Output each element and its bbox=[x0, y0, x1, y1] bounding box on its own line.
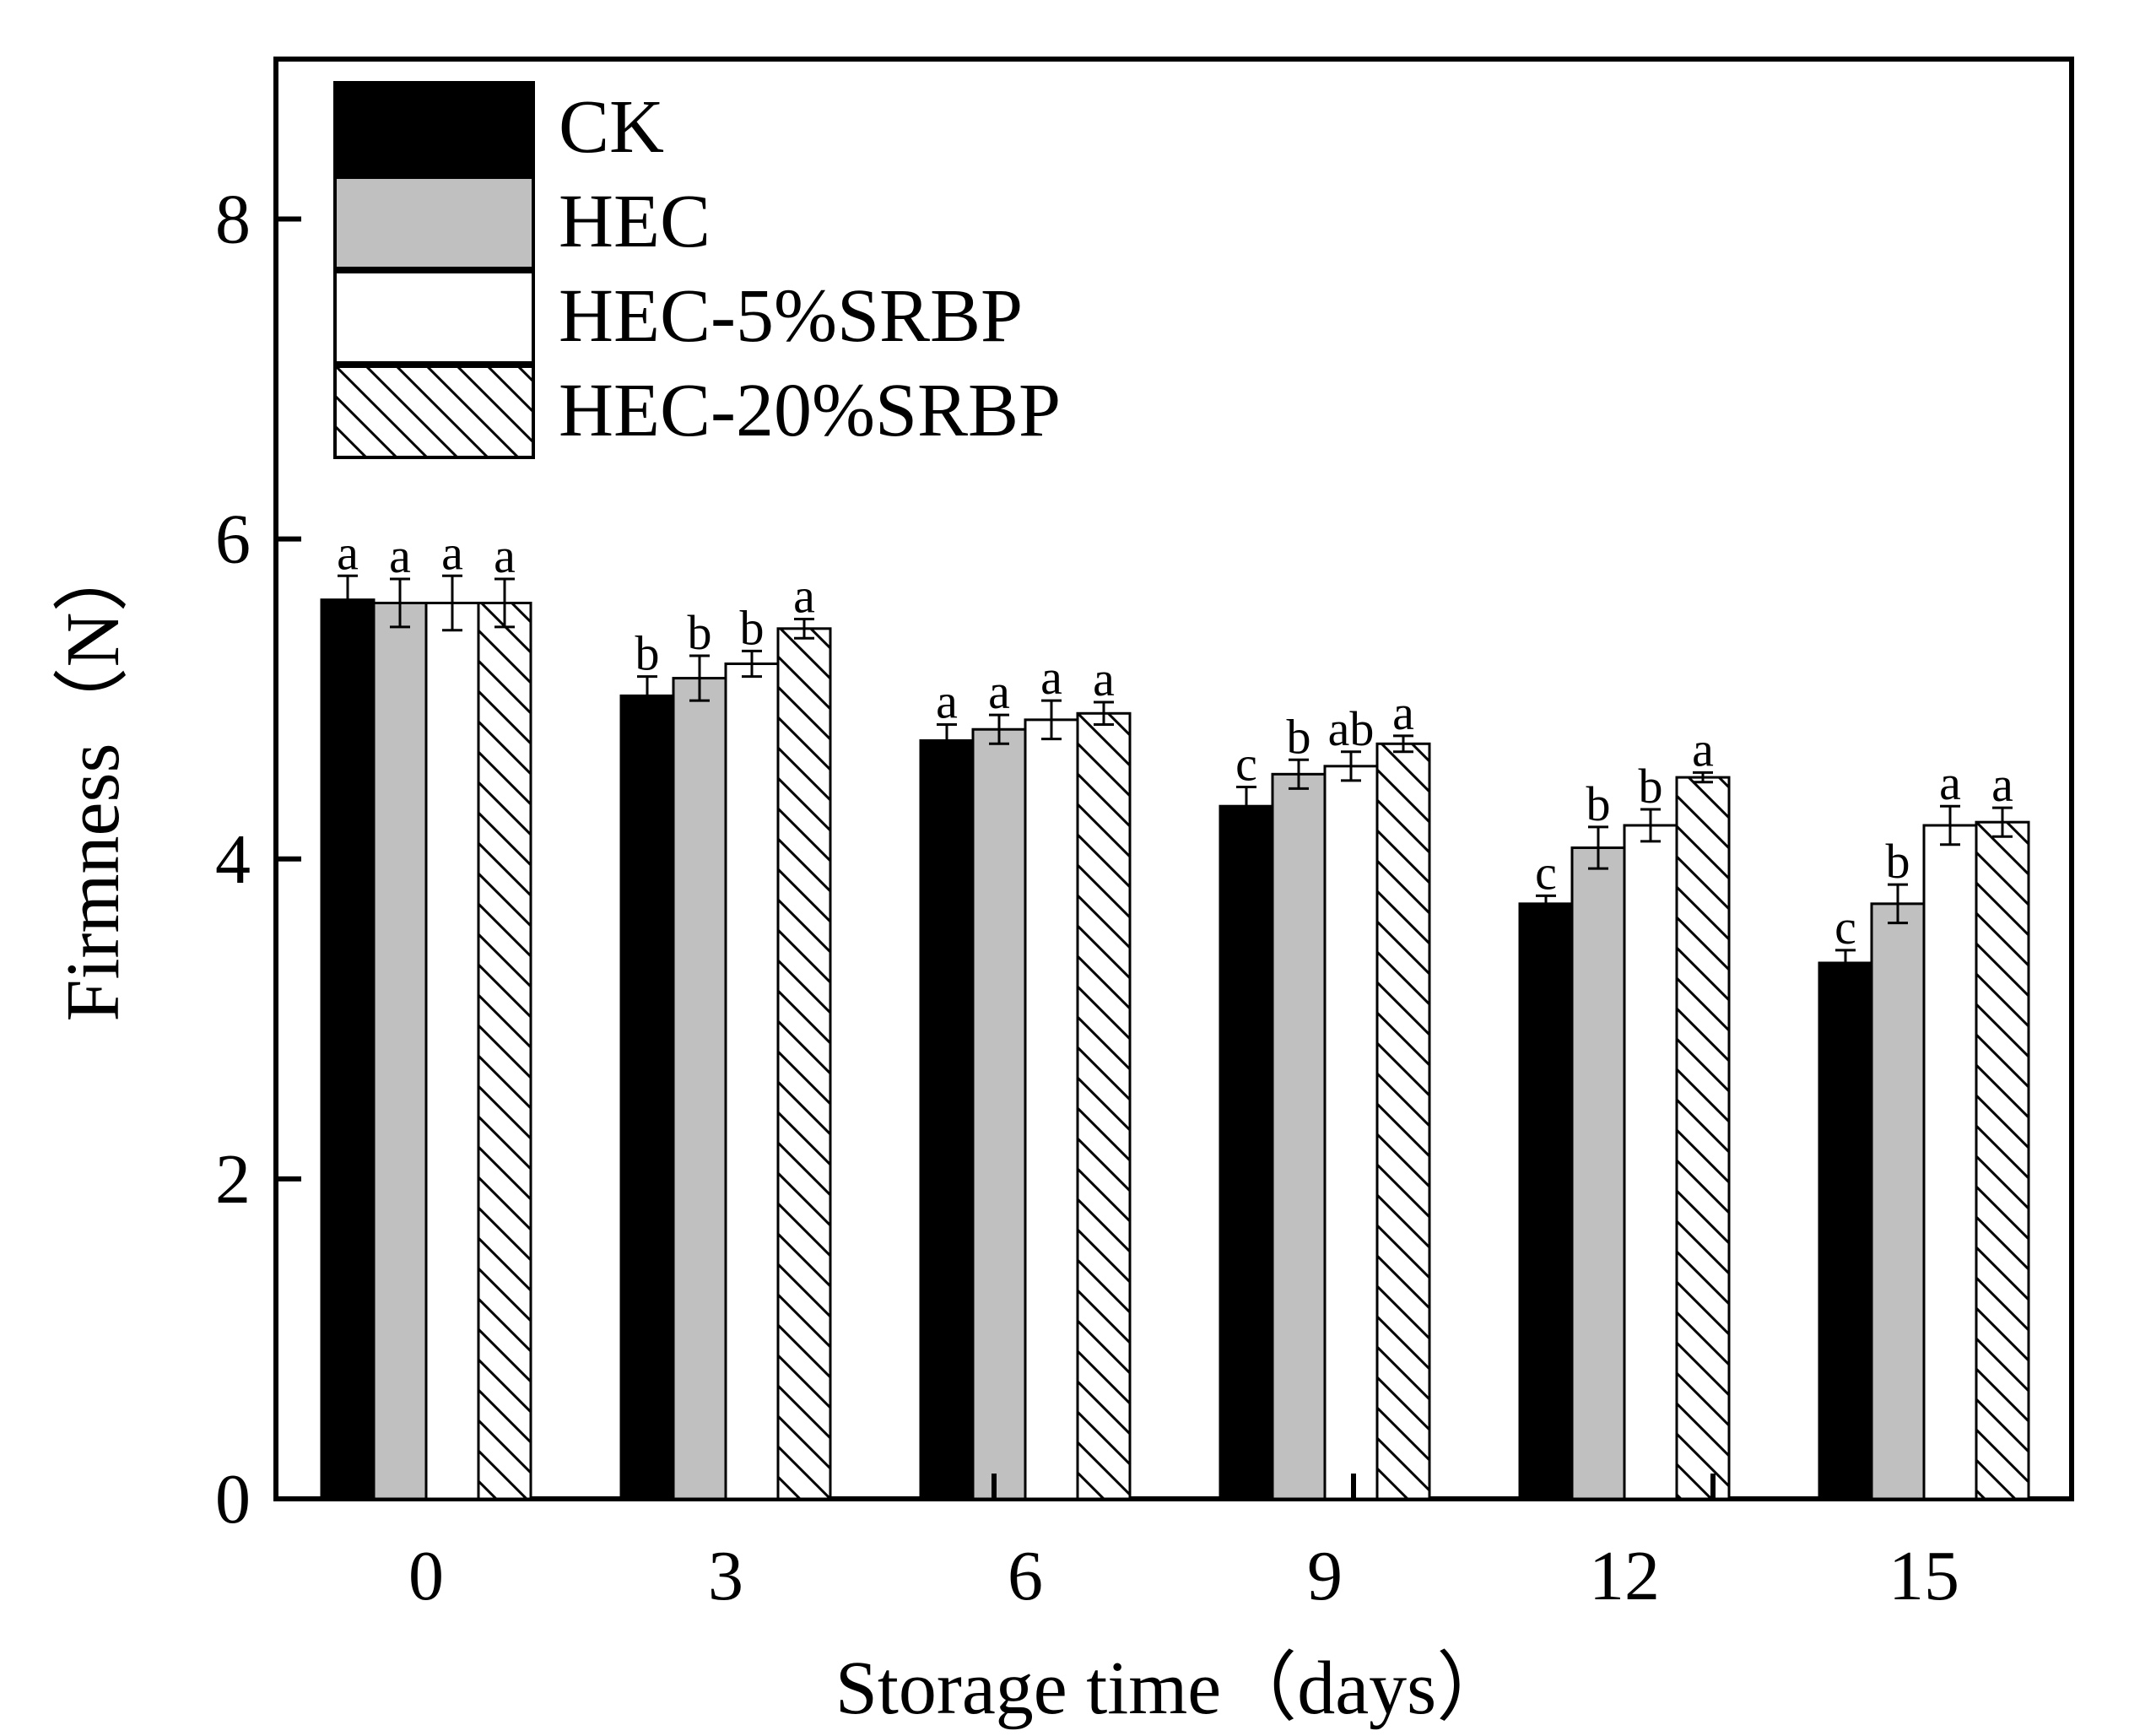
bar bbox=[1323, 765, 1379, 1501]
significance-label: a bbox=[1939, 755, 1961, 810]
bars-group bbox=[320, 598, 2030, 1501]
bar bbox=[971, 727, 1027, 1501]
x-tick-label: 0 bbox=[408, 1537, 444, 1615]
significance-label: a bbox=[441, 525, 463, 580]
significance-label: a bbox=[389, 528, 411, 583]
bar bbox=[776, 627, 832, 1501]
bar bbox=[1975, 820, 2030, 1501]
bar bbox=[919, 739, 975, 1501]
legend-label: HEC-20%SRBP bbox=[559, 369, 1061, 452]
bar bbox=[724, 662, 780, 1501]
bar bbox=[672, 677, 727, 1501]
axes-group: 0 3 6 9 12 15 0 2 4 6 8 Storage time（days） Firmness（… bbox=[51, 181, 1959, 1730]
x-axis-title: Storage time（days） bbox=[835, 1647, 1512, 1730]
x-tick-label: 6 bbox=[1008, 1537, 1043, 1615]
bar bbox=[1623, 824, 1678, 1501]
significance-label: a bbox=[793, 568, 815, 623]
significance-label: a bbox=[337, 525, 359, 580]
significance-label: a bbox=[494, 528, 516, 583]
significance-label: a bbox=[1093, 652, 1115, 706]
plot-frame bbox=[273, 57, 2074, 1501]
bar bbox=[1922, 824, 1978, 1501]
y-axis-title: Firmness（N） bbox=[51, 536, 135, 1021]
x-tick-label: 12 bbox=[1589, 1537, 1660, 1615]
x-tick-label: 3 bbox=[708, 1537, 743, 1615]
y-tick-label: 6 bbox=[215, 500, 251, 579]
bar bbox=[1870, 902, 1926, 1501]
legend-swatch bbox=[333, 176, 535, 270]
bar bbox=[424, 601, 480, 1501]
significance-label: a bbox=[1692, 722, 1714, 776]
y-tick-label: 0 bbox=[215, 1460, 251, 1539]
x-tick-label: 15 bbox=[1889, 1537, 1959, 1615]
significance-label: b bbox=[740, 600, 765, 655]
bar bbox=[1271, 772, 1327, 1501]
significance-label: c bbox=[1535, 845, 1557, 900]
significance-label: a bbox=[1991, 757, 2013, 812]
significance-label: a bbox=[1392, 685, 1414, 740]
bar bbox=[1570, 846, 1626, 1501]
significance-label: b bbox=[1586, 776, 1611, 831]
legend-swatch bbox=[333, 365, 535, 459]
significance-label: a bbox=[1040, 650, 1062, 705]
significance-label: ab bbox=[1328, 701, 1375, 756]
bar bbox=[1675, 776, 1731, 1501]
significance-label: c bbox=[1835, 900, 1856, 955]
bar bbox=[1818, 961, 1873, 1501]
y-tick-label: 8 bbox=[215, 181, 251, 259]
bar bbox=[619, 694, 675, 1501]
bar bbox=[477, 601, 532, 1501]
legend-label: HEC bbox=[559, 180, 711, 263]
legend-swatch bbox=[333, 270, 535, 365]
legend-label: HEC-5%SRBP bbox=[559, 274, 1023, 358]
bar bbox=[1024, 718, 1079, 1501]
y-tick-label: 2 bbox=[215, 1140, 251, 1219]
significance-label: a bbox=[988, 664, 1010, 719]
significance-label: b bbox=[1287, 709, 1311, 764]
bar bbox=[1375, 742, 1431, 1501]
significance-label: b bbox=[1639, 759, 1663, 814]
bar bbox=[320, 598, 376, 1501]
legend: CK HEC HEC-5%SRBP HEC-20%SRBP bbox=[333, 81, 1061, 459]
significance-label: b bbox=[1886, 834, 1910, 889]
y-tick-label: 4 bbox=[215, 820, 251, 899]
bar bbox=[372, 601, 428, 1501]
legend-label: CK bbox=[559, 85, 664, 169]
x-tick-label: 9 bbox=[1307, 1537, 1343, 1615]
bar bbox=[1518, 902, 1574, 1501]
legend-swatch bbox=[333, 81, 535, 176]
plot-border bbox=[273, 57, 2074, 1501]
bar bbox=[1219, 804, 1274, 1501]
error-bars-group bbox=[338, 574, 2013, 977]
significance-label: b bbox=[688, 605, 712, 660]
significance-label: b bbox=[635, 626, 660, 681]
significance-label: a bbox=[936, 674, 958, 729]
significance-label: c bbox=[1235, 736, 1257, 791]
bar bbox=[1076, 711, 1132, 1501]
